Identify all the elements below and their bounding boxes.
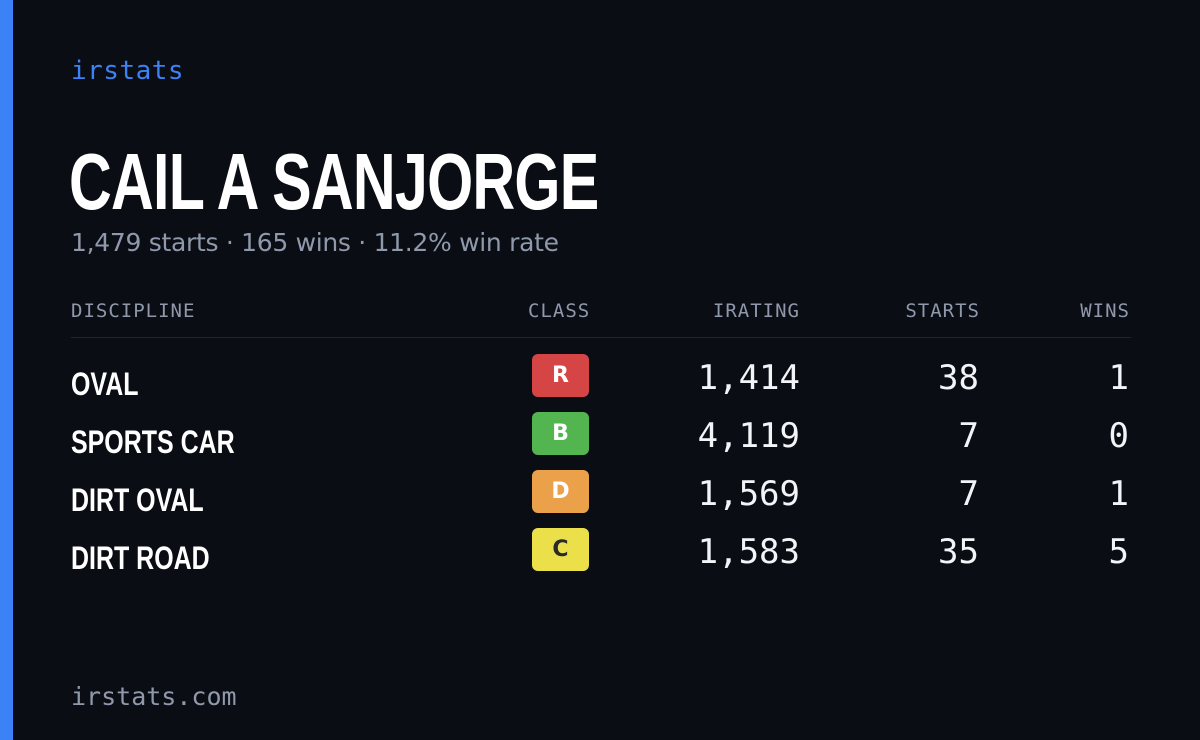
row-starts: 7	[958, 416, 979, 456]
row-starts: 35	[938, 532, 979, 572]
row-irating: 1,414	[697, 358, 800, 398]
row-discipline: DIRT OVAL	[71, 482, 204, 518]
table-row: DIRT ROAD C 1,583 35 5	[71, 528, 1131, 578]
driver-summary: 1,479 starts · 165 wins · 11.2% win rate	[71, 228, 559, 257]
driver-name: CAIL A SANJORGE	[69, 137, 599, 226]
table-header: DISCIPLINE CLASS IRATING STARTS WINS	[71, 300, 1131, 330]
brand-logo: irstats	[71, 56, 185, 86]
header-discipline: DISCIPLINE	[71, 300, 196, 322]
header-starts: STARTS	[905, 300, 980, 322]
row-irating: 1,583	[697, 532, 800, 572]
row-starts: 38	[938, 358, 979, 398]
row-wins: 0	[1108, 416, 1129, 456]
row-irating: 1,569	[697, 474, 800, 514]
footer-url[interactable]: irstats.com	[71, 682, 237, 711]
row-wins: 1	[1108, 358, 1129, 398]
class-badge: C	[532, 528, 589, 571]
row-discipline: SPORTS CAR	[71, 424, 235, 460]
header-divider	[71, 337, 1131, 338]
accent-bar	[0, 0, 13, 740]
row-irating: 4,119	[697, 416, 800, 456]
row-wins: 5	[1108, 532, 1129, 572]
row-discipline: DIRT ROAD	[71, 540, 210, 576]
header-irating: IRATING	[712, 300, 800, 322]
class-badge: R	[532, 354, 589, 397]
header-wins: WINS	[1080, 300, 1130, 322]
row-wins: 1	[1108, 474, 1129, 514]
table-row: DIRT OVAL D 1,569 7 1	[71, 470, 1131, 520]
header-class: CLASS	[528, 300, 591, 322]
table-row: OVAL R 1,414 38 1	[71, 354, 1131, 404]
row-discipline: OVAL	[71, 366, 139, 402]
row-starts: 7	[958, 474, 979, 514]
class-badge: B	[532, 412, 589, 455]
table-row: SPORTS CAR B 4,119 7 0	[71, 412, 1131, 462]
class-badge: D	[532, 470, 589, 513]
